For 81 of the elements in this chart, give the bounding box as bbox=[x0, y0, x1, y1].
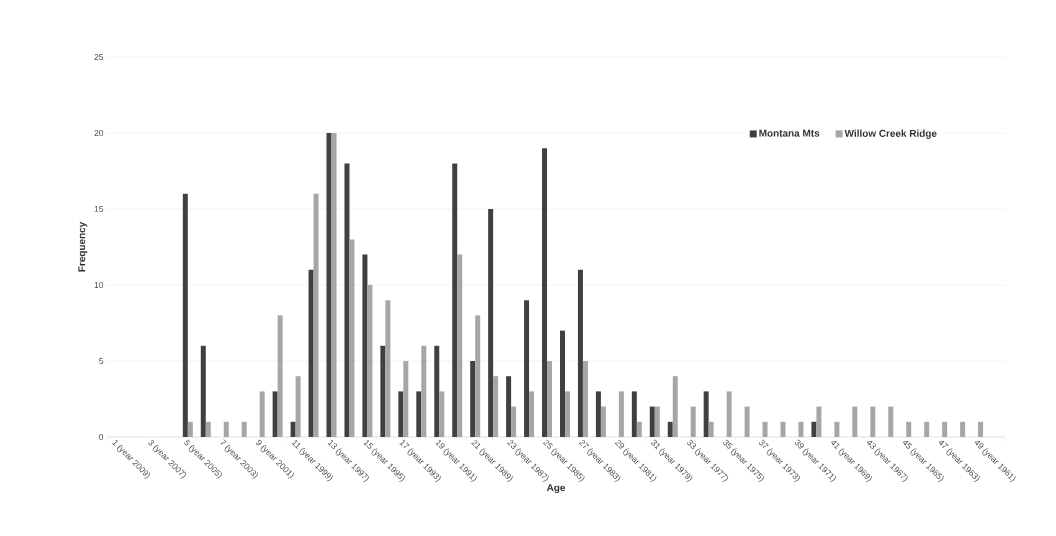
bar bbox=[403, 361, 409, 437]
bar bbox=[577, 269, 583, 437]
bar bbox=[493, 376, 499, 437]
bar bbox=[708, 421, 714, 437]
bar bbox=[313, 193, 319, 437]
bar bbox=[600, 406, 606, 437]
bar bbox=[200, 345, 206, 437]
bar bbox=[667, 421, 673, 437]
bar bbox=[385, 300, 391, 437]
y-tick-label: 20 bbox=[94, 130, 104, 136]
bar bbox=[834, 421, 840, 437]
bar bbox=[852, 406, 858, 437]
bar bbox=[547, 361, 553, 437]
bar bbox=[978, 421, 984, 437]
bar bbox=[187, 421, 193, 437]
bar bbox=[762, 421, 768, 437]
bar bbox=[816, 406, 822, 437]
bar bbox=[618, 391, 624, 437]
bar bbox=[524, 300, 530, 437]
bar bbox=[960, 421, 966, 437]
bar bbox=[349, 239, 355, 437]
bar bbox=[888, 406, 894, 437]
bar bbox=[488, 209, 494, 437]
bar bbox=[870, 406, 876, 437]
y-tick-label: 15 bbox=[94, 206, 104, 212]
y-tick-label: 0 bbox=[99, 434, 104, 440]
bar bbox=[380, 345, 386, 437]
bar bbox=[511, 406, 517, 437]
bar bbox=[434, 345, 440, 437]
bar bbox=[506, 376, 512, 437]
bar bbox=[529, 391, 535, 437]
bar bbox=[542, 148, 548, 437]
y-axis-title: Frequency bbox=[78, 221, 88, 272]
bar bbox=[344, 163, 350, 437]
bar bbox=[780, 421, 786, 437]
bar bbox=[726, 391, 732, 437]
legend-label: Montana Mts bbox=[759, 129, 820, 137]
y-tick-label: 5 bbox=[99, 358, 104, 364]
bar bbox=[582, 361, 588, 437]
legend-label: Willow Creek Ridge bbox=[844, 129, 937, 139]
bar bbox=[564, 391, 570, 437]
bar bbox=[367, 285, 373, 437]
bar bbox=[559, 330, 565, 437]
bar bbox=[223, 421, 229, 437]
bar bbox=[182, 193, 188, 437]
bar bbox=[744, 406, 750, 437]
bar bbox=[942, 421, 948, 437]
bar bbox=[272, 391, 278, 437]
bar bbox=[326, 133, 332, 437]
bar bbox=[649, 406, 655, 437]
bar bbox=[672, 376, 678, 437]
bar bbox=[331, 133, 337, 437]
y-tick-label: 25 bbox=[94, 54, 104, 60]
y-tick-label: 10 bbox=[94, 282, 104, 288]
bar bbox=[457, 254, 463, 437]
bar bbox=[452, 163, 458, 437]
bar bbox=[924, 421, 930, 437]
bar bbox=[259, 391, 265, 437]
bar bbox=[421, 345, 427, 437]
bar bbox=[811, 421, 817, 437]
bar bbox=[416, 391, 422, 437]
bar bbox=[295, 376, 301, 437]
bar bbox=[290, 421, 296, 437]
bar bbox=[362, 254, 368, 437]
bar bbox=[906, 421, 912, 437]
bar bbox=[595, 391, 601, 437]
bar bbox=[205, 421, 211, 437]
x-axis-title: Age bbox=[546, 484, 566, 494]
bar bbox=[798, 421, 804, 437]
bar bbox=[398, 391, 404, 437]
bar bbox=[475, 315, 481, 437]
bar bbox=[690, 406, 696, 437]
bar bbox=[470, 361, 476, 437]
bar bbox=[636, 421, 642, 437]
bar bbox=[241, 421, 247, 437]
bar bbox=[654, 406, 660, 437]
bar bbox=[703, 391, 709, 437]
bar bbox=[439, 391, 445, 437]
bar bbox=[277, 315, 283, 437]
bar bbox=[631, 391, 637, 437]
bar bbox=[308, 269, 314, 437]
